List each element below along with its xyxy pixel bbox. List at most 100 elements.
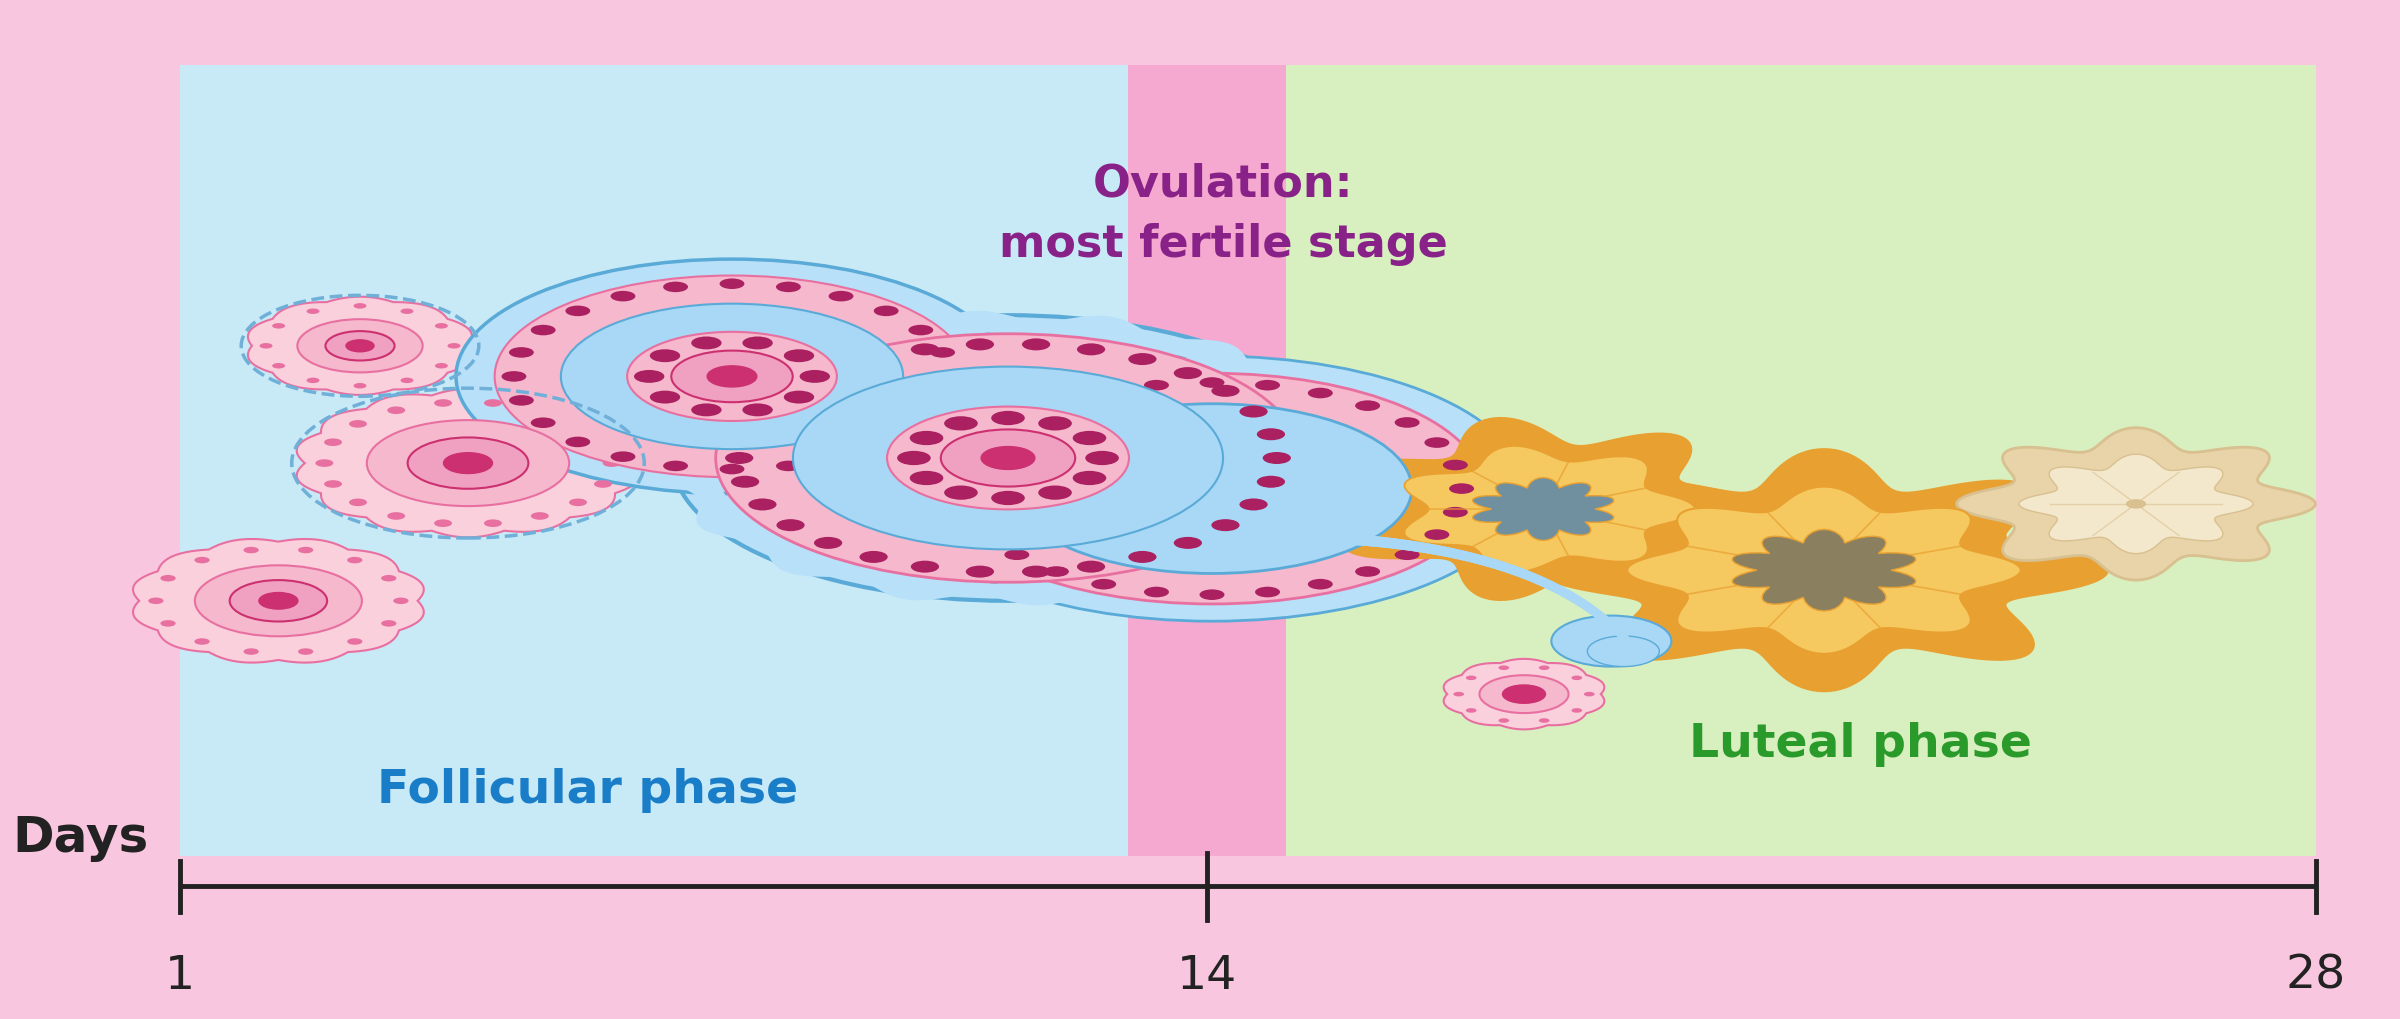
- Circle shape: [348, 639, 362, 645]
- Ellipse shape: [1486, 560, 1512, 571]
- Ellipse shape: [1582, 604, 1596, 612]
- Circle shape: [626, 332, 838, 422]
- Ellipse shape: [1349, 536, 1382, 546]
- Circle shape: [775, 282, 802, 292]
- Polygon shape: [662, 312, 1354, 605]
- Circle shape: [259, 593, 298, 609]
- Circle shape: [298, 547, 314, 553]
- Ellipse shape: [1615, 631, 1627, 638]
- Circle shape: [888, 408, 1128, 510]
- Circle shape: [408, 438, 528, 489]
- Circle shape: [708, 367, 756, 387]
- Ellipse shape: [1589, 609, 1603, 616]
- Ellipse shape: [1622, 639, 1634, 645]
- Circle shape: [230, 581, 326, 622]
- Ellipse shape: [1529, 576, 1548, 585]
- Ellipse shape: [1498, 565, 1522, 574]
- Circle shape: [912, 561, 938, 573]
- Ellipse shape: [1440, 549, 1469, 558]
- Circle shape: [1442, 507, 1469, 518]
- Circle shape: [530, 513, 550, 521]
- Circle shape: [1145, 380, 1169, 391]
- Ellipse shape: [1344, 535, 1380, 546]
- Circle shape: [530, 407, 550, 415]
- Ellipse shape: [1601, 619, 1615, 626]
- Circle shape: [386, 407, 406, 415]
- Circle shape: [955, 461, 982, 471]
- Circle shape: [732, 429, 758, 441]
- Circle shape: [1394, 418, 1421, 428]
- Ellipse shape: [1399, 542, 1430, 552]
- Polygon shape: [298, 389, 638, 538]
- Circle shape: [1212, 385, 1238, 397]
- Circle shape: [298, 320, 422, 373]
- Ellipse shape: [1586, 607, 1601, 615]
- Circle shape: [1022, 339, 1051, 351]
- Circle shape: [1258, 429, 1284, 441]
- Circle shape: [2126, 500, 2146, 508]
- Circle shape: [1238, 407, 1267, 418]
- Circle shape: [1538, 718, 1550, 723]
- Circle shape: [650, 350, 679, 363]
- Circle shape: [941, 430, 1075, 487]
- Ellipse shape: [1514, 571, 1536, 580]
- Ellipse shape: [1579, 603, 1596, 610]
- Circle shape: [874, 307, 898, 317]
- Circle shape: [742, 404, 773, 417]
- Ellipse shape: [1351, 536, 1387, 547]
- Ellipse shape: [1339, 535, 1375, 546]
- Circle shape: [874, 437, 898, 447]
- Ellipse shape: [1363, 537, 1399, 548]
- Circle shape: [194, 557, 209, 564]
- Circle shape: [1308, 580, 1332, 590]
- Circle shape: [943, 486, 977, 500]
- Circle shape: [778, 385, 804, 397]
- Circle shape: [1073, 472, 1106, 486]
- Circle shape: [1356, 567, 1380, 578]
- Circle shape: [1128, 354, 1157, 366]
- Circle shape: [566, 307, 590, 317]
- Circle shape: [1174, 368, 1202, 380]
- Circle shape: [943, 417, 977, 431]
- Ellipse shape: [1594, 614, 1608, 622]
- Ellipse shape: [1361, 537, 1394, 547]
- Circle shape: [785, 391, 814, 405]
- Circle shape: [307, 309, 319, 315]
- Ellipse shape: [1565, 594, 1582, 602]
- Circle shape: [1394, 550, 1421, 560]
- Circle shape: [785, 350, 814, 363]
- Circle shape: [634, 371, 665, 383]
- Circle shape: [1426, 530, 1450, 540]
- Circle shape: [938, 372, 962, 382]
- Circle shape: [749, 407, 778, 418]
- Ellipse shape: [1459, 553, 1488, 564]
- Circle shape: [530, 418, 554, 429]
- Circle shape: [444, 453, 492, 474]
- Ellipse shape: [1447, 550, 1474, 560]
- Ellipse shape: [1418, 545, 1447, 555]
- Ellipse shape: [1519, 573, 1541, 582]
- Circle shape: [593, 439, 612, 446]
- Circle shape: [720, 279, 744, 289]
- Circle shape: [401, 378, 413, 384]
- Circle shape: [828, 452, 854, 463]
- Ellipse shape: [1620, 637, 1632, 643]
- Ellipse shape: [1466, 555, 1493, 565]
- Circle shape: [1572, 676, 1582, 681]
- Ellipse shape: [1584, 606, 1598, 613]
- Circle shape: [931, 395, 955, 407]
- Circle shape: [672, 352, 792, 403]
- Circle shape: [242, 649, 259, 655]
- Ellipse shape: [1481, 559, 1505, 569]
- Ellipse shape: [1594, 612, 1608, 620]
- Circle shape: [1003, 418, 1030, 428]
- Ellipse shape: [1591, 610, 1606, 619]
- Circle shape: [569, 499, 588, 506]
- Circle shape: [1572, 708, 1582, 713]
- Polygon shape: [1344, 419, 1762, 600]
- Polygon shape: [1627, 487, 2021, 654]
- Circle shape: [446, 343, 461, 350]
- Circle shape: [898, 451, 931, 466]
- Circle shape: [348, 557, 362, 564]
- Ellipse shape: [1510, 569, 1534, 578]
